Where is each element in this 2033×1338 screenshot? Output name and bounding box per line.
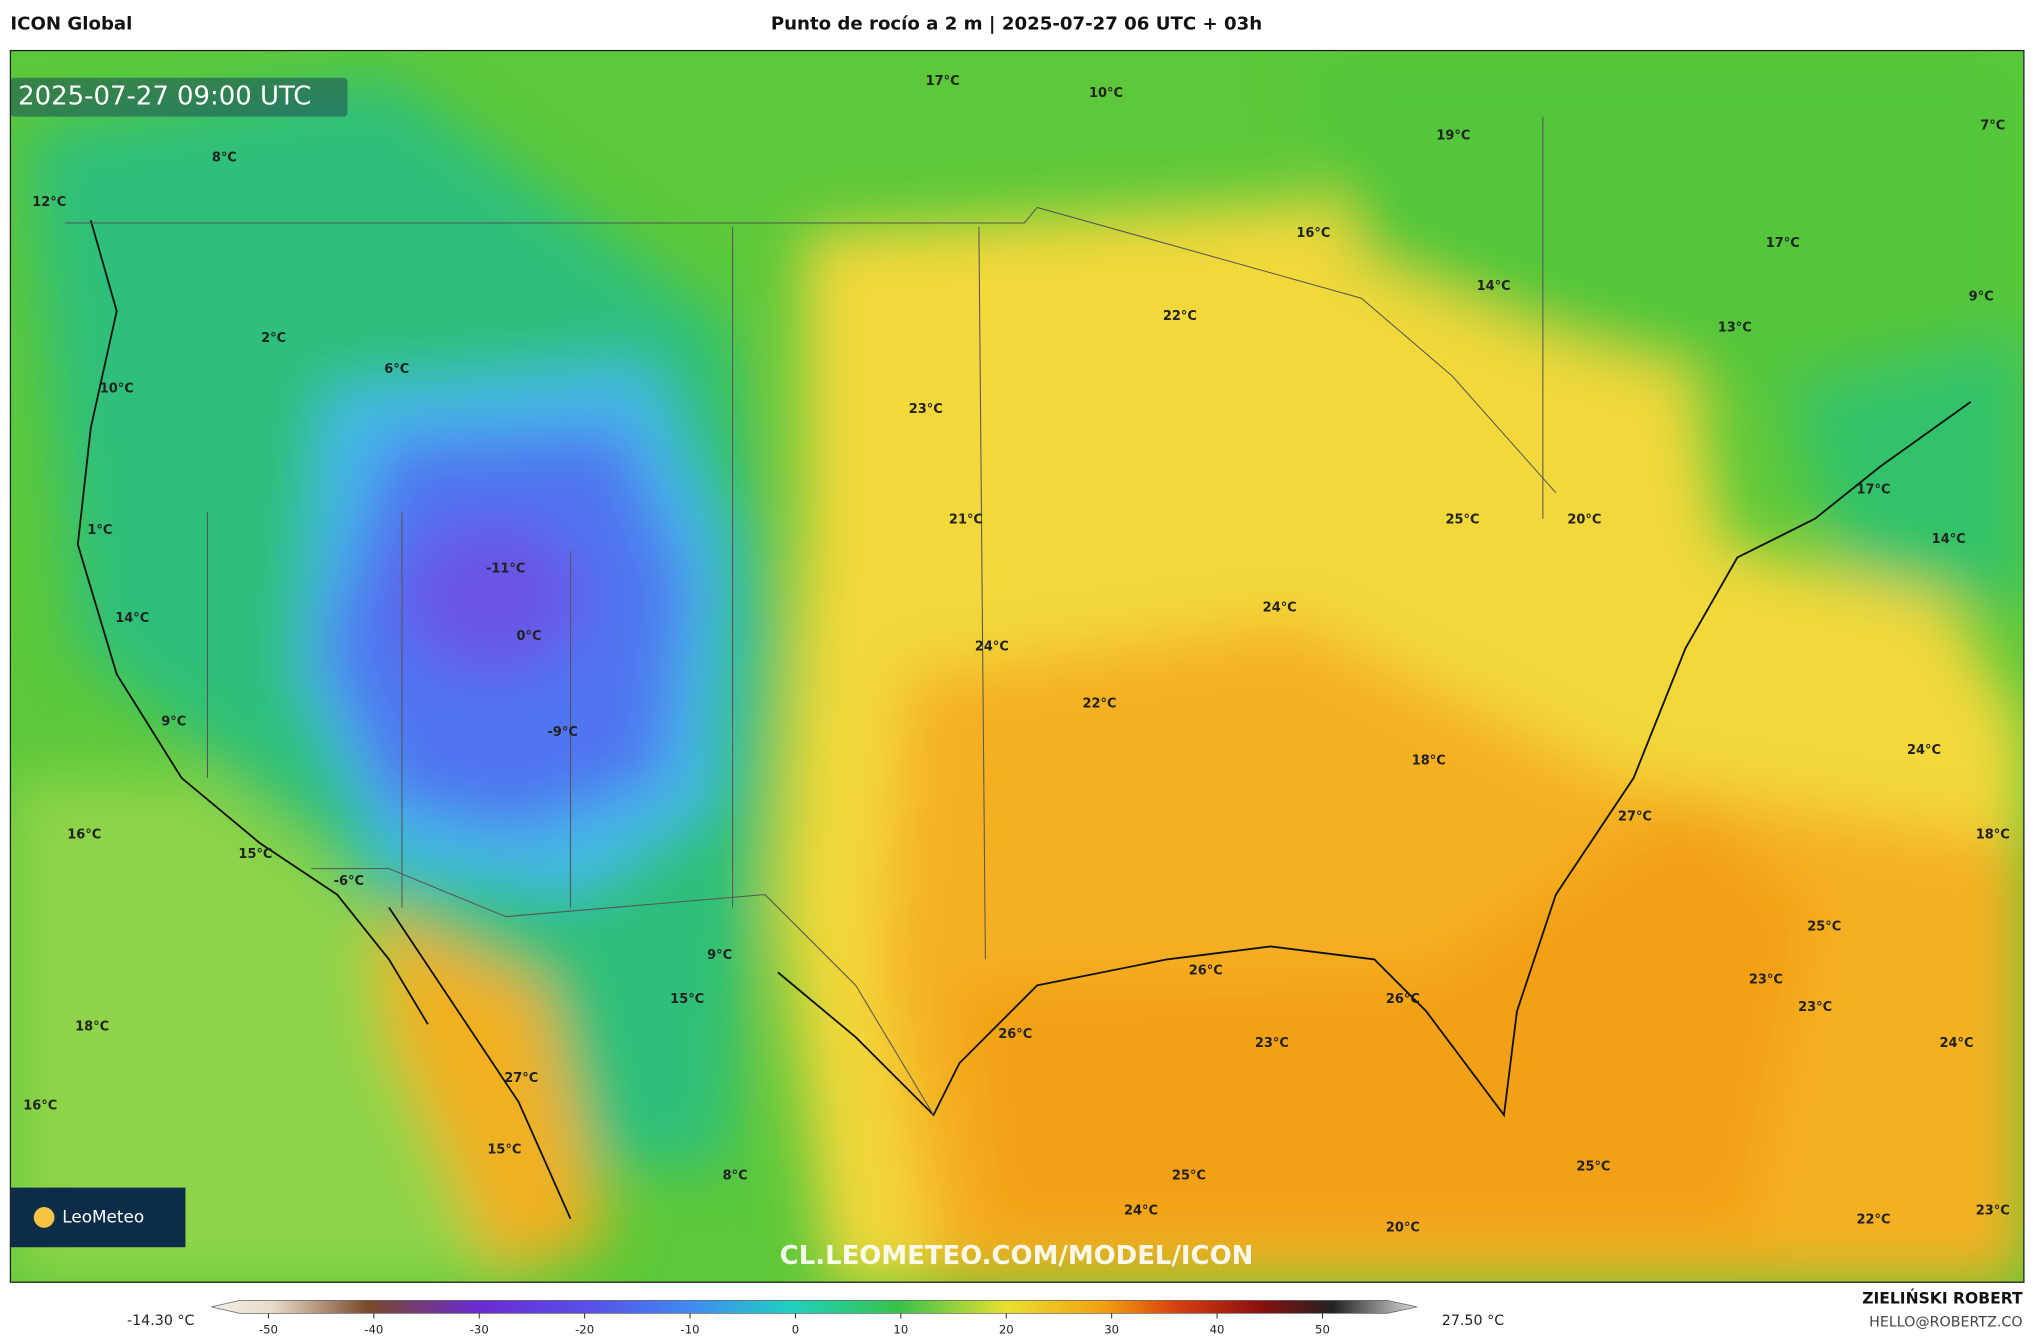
dewpoint-label: 8°C	[723, 1168, 748, 1183]
model-name: ICON Global	[10, 14, 132, 35]
dewpoint-label: 14°C	[1932, 532, 1966, 547]
colorbar	[211, 1300, 1418, 1314]
dewpoint-label: 16°C	[1296, 226, 1330, 241]
dewpoint-label: 25°C	[1807, 920, 1841, 935]
dewpoint-label: 24°C	[1939, 1036, 1973, 1051]
dewpoint-label: 10°C	[1089, 86, 1123, 101]
dewpoint-label: 18°C	[75, 1019, 109, 1034]
colorbar-tick-label: -50	[259, 1323, 278, 1337]
dewpoint-label: 24°C	[1124, 1203, 1158, 1218]
borders	[64, 116, 1557, 1116]
dewpoint-label: 10°C	[100, 381, 134, 396]
dewpoint-label: 23°C	[909, 402, 943, 417]
dewpoint-label: 23°C	[1976, 1203, 2010, 1218]
dewpoint-label: 14°C	[1477, 279, 1511, 294]
dewpoint-label: 15°C	[238, 847, 272, 862]
colorbar-tick-label: 50	[1315, 1323, 1330, 1337]
dewpoint-label: 25°C	[1576, 1159, 1610, 1174]
colorbar-max: 27.50 °C	[1442, 1313, 1504, 1329]
dewpoint-label: 9°C	[161, 715, 186, 730]
dewpoint-label: 0°C	[517, 629, 542, 644]
dewpoint-label: 26°C	[1386, 992, 1420, 1007]
dewpoint-label: 19°C	[1436, 129, 1470, 144]
dewpoint-label: 25°C	[1172, 1168, 1206, 1183]
dewpoint-label: 22°C	[1163, 309, 1197, 324]
dewpoint-label: 22°C	[1082, 697, 1116, 712]
dewpoint-label: 24°C	[1907, 743, 1941, 758]
dewpoint-label: 21°C	[949, 512, 983, 527]
dewpoint-label: 27°C	[1618, 809, 1652, 824]
dewpoint-label: -6°C	[334, 874, 364, 889]
dewpoint-label: 23°C	[1749, 973, 1783, 988]
dewpoint-label: 25°C	[1445, 512, 1479, 527]
valid-time: 2025-07-27 09:00 UTC	[18, 82, 311, 112]
dewpoint-label: 24°C	[1263, 601, 1297, 616]
dewpoint-label: 23°C	[1255, 1036, 1289, 1051]
colorbar-tick-label: 40	[1210, 1323, 1225, 1337]
dewpoint-label: 24°C	[975, 639, 1009, 654]
map-title: Punto de rocío a 2 m | 2025-07-27 06 UTC…	[771, 14, 1262, 35]
dewpoint-label: 20°C	[1567, 512, 1601, 527]
colorbar-tick-label: -30	[470, 1323, 489, 1337]
colorbar-tick-label: 0	[792, 1323, 799, 1337]
dewpoint-label: 22°C	[1856, 1213, 1890, 1228]
colorbar-tick-label: -40	[364, 1323, 383, 1337]
email: HELLO@ROBERTZ.CO	[1869, 1314, 2022, 1330]
dewpoint-label: 27°C	[504, 1071, 538, 1086]
dewpoint-label: 12°C	[32, 195, 66, 210]
colorbar-min: -14.30 °C	[127, 1313, 195, 1329]
dewpoint-label: 17°C	[926, 74, 960, 89]
dewpoint-label: 14°C	[115, 611, 149, 626]
dewpoint-label: 17°C	[1766, 236, 1800, 251]
dewpoint-label: 16°C	[67, 827, 101, 842]
dewpoint-label: 26°C	[1189, 964, 1223, 979]
dewpoint-label: -9°C	[548, 725, 578, 740]
dewpoint-label: 17°C	[1856, 483, 1890, 498]
colorbar-tick-label: 30	[1104, 1323, 1119, 1337]
dewpoint-label: 16°C	[23, 1098, 57, 1113]
dewpoint-label: 15°C	[670, 992, 704, 1007]
colorbar-tick-label: 10	[893, 1323, 908, 1337]
coastlines	[76, 220, 1972, 1220]
dewpoint-label: 26°C	[998, 1027, 1032, 1042]
dewpoint-label: 8°C	[212, 151, 237, 166]
dewpoint-label: 18°C	[1976, 827, 2010, 842]
dewpoint-label: 6°C	[384, 362, 409, 377]
dewpoint-label: 23°C	[1798, 1000, 1832, 1015]
dewpoint-label: -11°C	[486, 562, 525, 577]
dewpoint-label: 15°C	[487, 1143, 521, 1158]
watermark: CL.LEOMETEO.COM/MODEL/ICON	[780, 1241, 1254, 1271]
author: ZIELIŃSKI ROBERT	[1862, 1289, 2023, 1308]
dewpoint-label: 9°C	[707, 948, 732, 963]
logo: LeoMeteo	[62, 1206, 144, 1226]
dewpoint-label: 13°C	[1718, 321, 1752, 336]
dewpoint-label: 2°C	[261, 331, 286, 346]
dewpoint-label: 9°C	[1969, 289, 1994, 304]
dewpoint-label: 7°C	[1980, 118, 2005, 133]
dewpoint-label: 20°C	[1386, 1220, 1420, 1235]
dewpoint-label: 18°C	[1412, 754, 1446, 769]
colorbar-tick-label: -10	[681, 1323, 700, 1337]
map-area: 17°C 10°C 19°C 7°C 8°C 12°C 16°C 17°C 14°C 9°C 22°…	[10, 50, 2024, 1283]
colorbar-tick-label: 20	[999, 1323, 1014, 1337]
dewpoint-label: 1°C	[87, 523, 112, 538]
colorbar-tick-label: -20	[575, 1323, 594, 1337]
